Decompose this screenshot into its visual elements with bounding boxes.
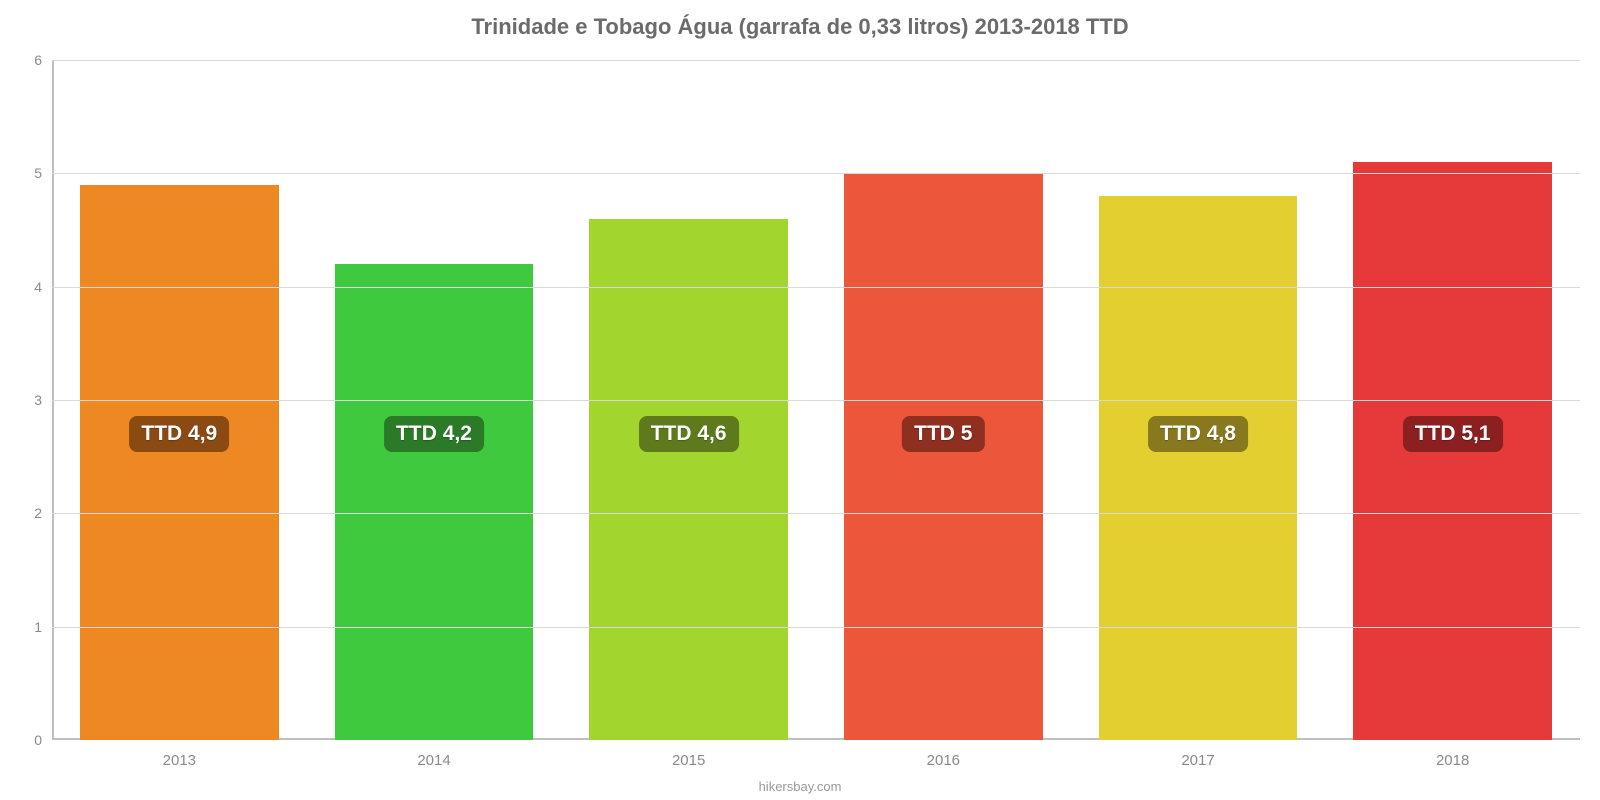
x-tick-label: 2015 bbox=[672, 740, 705, 769]
bar: TTD 5,1 bbox=[1353, 162, 1552, 740]
bar: TTD 4,2 bbox=[335, 264, 534, 740]
grid-line bbox=[52, 60, 1580, 61]
grid-line bbox=[52, 287, 1580, 288]
bar-value-label: TTD 5 bbox=[902, 416, 984, 452]
plot-area: TTD 4,9 TTD 4,2 TTD 4,6 TTD 5 TTD 4,8 TTD 5,1… bbox=[52, 60, 1580, 740]
bar: TTD 4,9 bbox=[80, 185, 279, 740]
y-tick-label: 2 bbox=[34, 505, 52, 521]
bar: TTD 4,6 bbox=[589, 219, 788, 740]
x-tick-label: 2016 bbox=[927, 740, 960, 769]
grid-line bbox=[52, 400, 1580, 401]
grid-line bbox=[52, 173, 1580, 174]
grid-line bbox=[52, 513, 1580, 514]
y-tick-label: 1 bbox=[34, 619, 52, 635]
y-tick-label: 6 bbox=[34, 52, 52, 68]
y-tick-label: 3 bbox=[34, 392, 52, 408]
chart-container: Trinidade e Tobago Água (garrafa de 0,33… bbox=[0, 0, 1600, 800]
bar-value-label: TTD 4,2 bbox=[384, 416, 484, 452]
y-tick-label: 5 bbox=[34, 165, 52, 181]
x-tick-label: 2017 bbox=[1181, 740, 1214, 769]
x-tick-label: 2018 bbox=[1436, 740, 1469, 769]
x-tick-label: 2013 bbox=[163, 740, 196, 769]
bar-value-label: TTD 4,8 bbox=[1148, 416, 1248, 452]
y-tick-label: 0 bbox=[34, 732, 52, 748]
grid-line bbox=[52, 627, 1580, 628]
chart-footer: hikersbay.com bbox=[759, 779, 842, 794]
y-tick-label: 4 bbox=[34, 279, 52, 295]
bar-value-label: TTD 4,9 bbox=[129, 416, 229, 452]
chart-title: Trinidade e Tobago Água (garrafa de 0,33… bbox=[0, 0, 1600, 40]
x-tick-label: 2014 bbox=[417, 740, 450, 769]
bar: TTD 5 bbox=[844, 173, 1043, 740]
bar-value-label: TTD 5,1 bbox=[1403, 416, 1503, 452]
bar-value-label: TTD 4,6 bbox=[639, 416, 739, 452]
bar: TTD 4,8 bbox=[1099, 196, 1298, 740]
